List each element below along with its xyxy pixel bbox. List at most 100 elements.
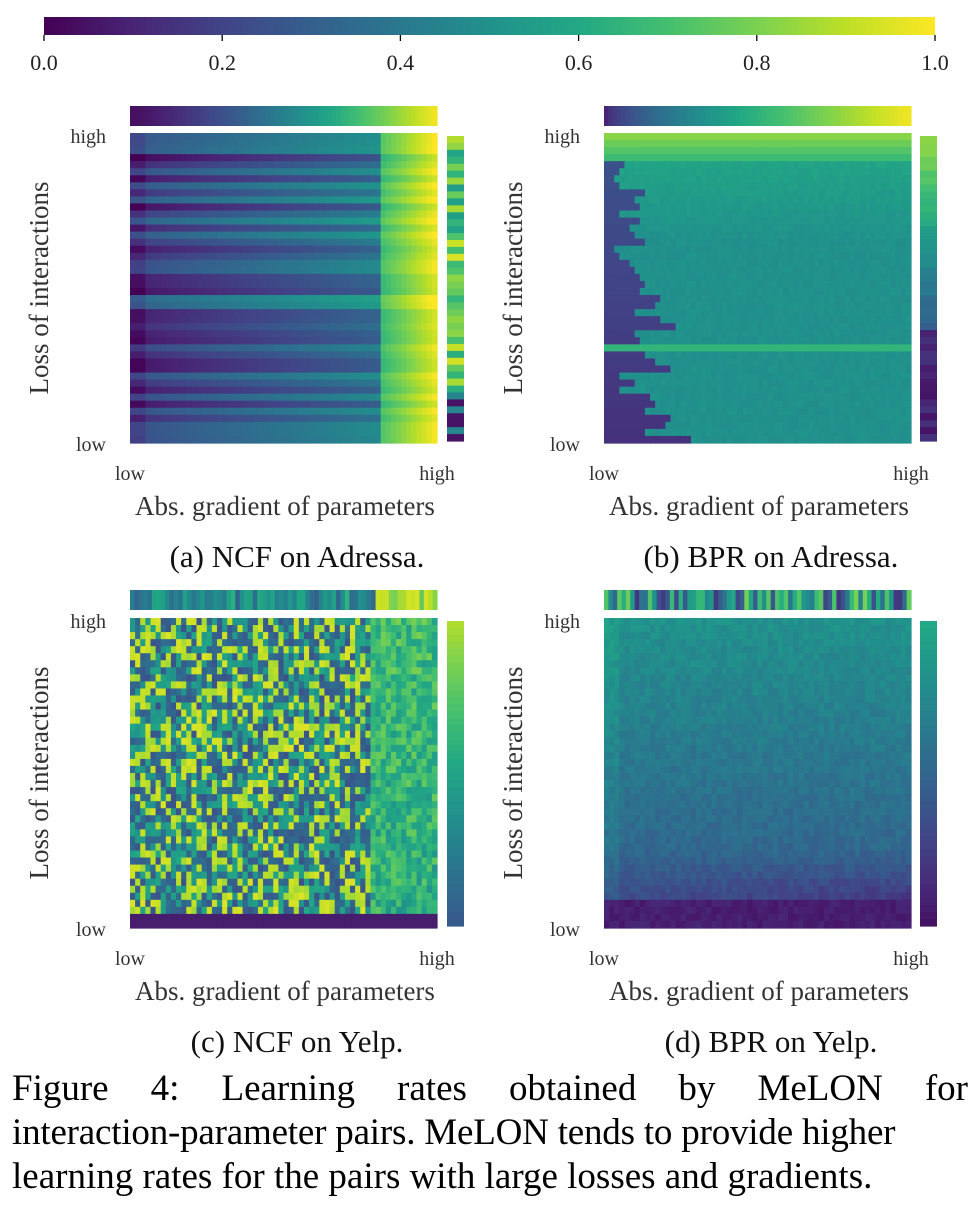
heatmap-cell xyxy=(211,154,218,162)
heatmap-cell xyxy=(788,386,794,395)
heatmap-cell xyxy=(650,203,656,212)
heatmap-cell xyxy=(365,295,372,303)
heatmap-cell xyxy=(130,337,136,345)
heatmap-cell xyxy=(701,379,707,388)
heatmap-cell xyxy=(181,217,187,226)
heatmap-cell xyxy=(401,323,407,331)
heatmap-cell xyxy=(604,245,610,254)
heatmap-cell xyxy=(160,372,167,381)
heatmap-cell xyxy=(211,414,218,423)
heatmap-cell xyxy=(401,435,407,444)
heatmap-cell xyxy=(614,238,620,247)
heatmap-cell xyxy=(737,189,743,198)
heatmap-cell xyxy=(247,351,254,360)
heatmap-cell xyxy=(227,259,233,268)
heatmap-cell xyxy=(140,273,146,282)
heatmap-cell xyxy=(365,407,372,416)
heatmap-cell xyxy=(742,302,748,310)
heatmap-cell xyxy=(222,337,228,345)
heatmap-cell xyxy=(329,196,336,205)
heatmap-cell xyxy=(160,259,167,268)
heatmap-cell xyxy=(772,210,779,219)
heatmap-cell xyxy=(293,295,300,303)
heatmap-cell xyxy=(772,266,779,275)
heatmap-cell xyxy=(365,358,372,367)
heatmap-cell xyxy=(222,344,228,353)
heatmap-cell xyxy=(650,175,656,183)
heatmap-cell xyxy=(890,309,897,317)
heatmap-cell xyxy=(629,266,636,275)
heatmap-cell xyxy=(670,210,677,219)
heatmap-cell xyxy=(375,393,382,402)
heatmap-cell xyxy=(135,252,141,261)
heatmap-cell xyxy=(155,344,162,353)
top-marginal-cell xyxy=(217,106,223,126)
top-marginal-cell xyxy=(191,106,197,126)
heatmap-cell xyxy=(634,309,641,317)
heatmap-cell xyxy=(370,330,377,338)
heatmap-cell xyxy=(232,161,239,169)
heatmap-cell xyxy=(390,231,397,240)
heatmap-cell xyxy=(609,210,615,219)
heatmap-cell xyxy=(339,196,346,205)
heatmap-cell xyxy=(609,372,615,381)
heatmap-cell xyxy=(905,189,912,198)
heatmap-cell xyxy=(227,280,233,289)
heatmap-cell xyxy=(701,302,707,310)
heatmap-cell xyxy=(329,217,336,226)
heatmap-cell xyxy=(421,421,428,430)
heatmap-cell xyxy=(160,175,167,183)
heatmap-cell xyxy=(201,238,208,247)
heatmap-cell xyxy=(824,182,830,190)
heatmap-cell xyxy=(278,154,285,162)
heatmap-cell xyxy=(655,224,661,233)
heatmap-cell xyxy=(875,231,881,240)
heatmap-cell xyxy=(186,217,192,226)
heatmap-cell xyxy=(793,386,800,395)
heatmap-cell xyxy=(329,288,336,296)
heatmap-cell xyxy=(762,210,769,219)
heatmap-cell xyxy=(426,379,433,388)
heatmap-cell xyxy=(824,133,830,141)
heatmap-cell xyxy=(731,379,738,388)
heatmap-cell xyxy=(150,393,157,402)
heatmap-cell xyxy=(609,351,615,360)
heatmap-cell xyxy=(726,295,733,303)
heatmap-cell xyxy=(650,330,656,338)
heatmap-cell xyxy=(355,266,361,275)
heatmap-cell xyxy=(875,266,881,275)
heatmap-cell xyxy=(365,280,372,289)
heatmap-cell xyxy=(890,316,897,324)
heatmap-cell xyxy=(870,154,876,162)
heatmap-cell xyxy=(426,386,433,395)
heatmap-cell xyxy=(711,295,718,303)
heatmap-cell xyxy=(757,372,764,381)
heatmap-cell xyxy=(813,210,820,219)
heatmap-cell xyxy=(222,323,228,331)
heatmap-cell xyxy=(859,351,866,360)
heatmap-cell xyxy=(798,323,805,331)
heatmap-cell xyxy=(293,259,300,268)
heatmap-cell xyxy=(680,386,687,395)
heatmap-cell xyxy=(890,344,897,353)
heatmap-cell xyxy=(314,133,320,141)
heatmap-cell xyxy=(406,309,413,317)
heatmap-cell xyxy=(396,379,402,388)
heatmap-cell xyxy=(721,182,728,190)
heatmap-cell xyxy=(711,203,718,212)
heatmap-cell xyxy=(624,154,631,162)
heatmap-cell xyxy=(844,344,851,353)
heatmap-cell xyxy=(380,393,387,402)
heatmap-cell xyxy=(278,358,285,367)
heatmap-cell xyxy=(227,147,233,155)
heatmap-cell xyxy=(339,217,346,226)
heatmap-cell xyxy=(145,372,152,381)
heatmap-cell xyxy=(900,280,907,289)
heatmap-cell xyxy=(416,252,423,261)
heatmap-cell xyxy=(634,182,641,190)
heatmap-cell xyxy=(206,414,213,423)
heatmap-cell xyxy=(263,231,269,240)
heatmap-cell xyxy=(360,386,366,395)
heatmap-cell xyxy=(624,295,631,303)
